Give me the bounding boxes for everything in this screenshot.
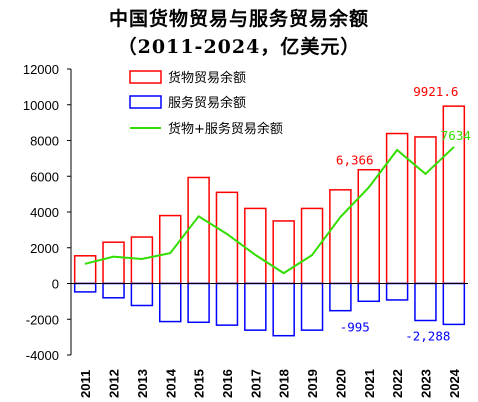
y-tick-label: 10000	[23, 98, 59, 113]
total-balance-point	[368, 186, 370, 189]
legend-label-goods: 货物贸易余额	[168, 70, 246, 86]
total-balance-point	[84, 263, 86, 265]
x-tick-label: 2023	[418, 369, 433, 398]
total-balance-point	[283, 272, 285, 274]
services-balance-bar	[215, 282, 239, 326]
y-tick-label: 8000	[30, 134, 59, 149]
services-balance-bar	[414, 282, 437, 322]
chart-subtitle: （2011-2024，亿美元）	[117, 36, 361, 58]
x-tick-label: 2020	[333, 369, 348, 398]
y-tick-label: -4000	[26, 348, 59, 363]
total-balance-line	[84, 146, 455, 275]
data-label: 6,366	[336, 153, 374, 168]
services-balance-bar	[244, 282, 267, 331]
data-label: 7634	[441, 128, 471, 143]
total-balance-point	[424, 173, 427, 175]
services-balance-bar	[187, 282, 210, 324]
legend-swatch-services	[129, 95, 162, 109]
x-tick-label: 2014	[163, 368, 178, 398]
services-balance-bar	[329, 282, 352, 312]
data-label: 9921.6	[413, 84, 458, 99]
y-tick-label: 6000	[30, 169, 59, 184]
x-tick-label: 2012	[107, 369, 122, 398]
x-tick-label: 2011	[78, 370, 93, 398]
services-balance-bar	[130, 282, 154, 307]
services-balance-bar	[357, 282, 380, 303]
goods-balance-bar	[130, 236, 154, 285]
services-balance-bar	[73, 282, 97, 293]
y-tick-label: -2000	[26, 312, 59, 327]
x-tick-label: 2017	[248, 369, 263, 398]
total-balance-point	[112, 256, 115, 258]
total-balance-point	[254, 254, 256, 256]
goods-balance-bar	[159, 214, 182, 285]
legend-label-total: 货物+服务贸易余额	[168, 121, 283, 137]
total-balance-point	[311, 254, 313, 256]
data-label: -2,288	[405, 328, 450, 343]
total-balance-point	[226, 233, 228, 235]
data-label: -995	[340, 319, 370, 334]
services-balance-bar	[102, 282, 125, 299]
goods-balance-bar	[187, 176, 210, 285]
chart-title: 中国货物贸易与服务贸易余额	[108, 8, 369, 30]
y-tick-label: 4000	[30, 205, 59, 220]
legend-swatch-goods	[129, 70, 162, 84]
services-balance-bar	[272, 282, 295, 337]
x-tick-label: 2021	[362, 369, 377, 398]
x-tick-label: 2018	[277, 369, 292, 398]
goods-balance-bar	[102, 241, 125, 285]
total-balance-point	[198, 215, 200, 217]
x-tick-label: 2019	[305, 369, 320, 398]
total-balance-point	[141, 258, 143, 260]
x-tick-label: 2013	[135, 369, 150, 398]
x-tick-label: 2022	[390, 369, 405, 398]
goods-balance-bar	[215, 191, 239, 285]
legend-label-services: 服务贸易余额	[168, 95, 246, 111]
goods-balance-bar	[244, 207, 267, 285]
total-balance-point	[396, 149, 398, 151]
y-tick-label: 0	[52, 277, 59, 292]
services-balance-bar	[442, 282, 466, 326]
total-balance-point	[169, 252, 171, 254]
services-balance-bar	[159, 282, 182, 323]
total-balance-point	[339, 216, 341, 218]
goods-balance-bar	[73, 255, 97, 285]
x-tick-label: 2024	[447, 368, 462, 398]
y-tick-label: 2000	[30, 241, 59, 256]
total-balance-point	[453, 146, 455, 148]
x-tick-label: 2015	[192, 369, 207, 398]
goods-balance-bar	[414, 136, 437, 285]
y-tick-label: 12000	[23, 62, 59, 77]
goods-balance-bar	[329, 189, 352, 285]
services-balance-bar	[300, 282, 324, 331]
services-balance-bar	[385, 282, 409, 301]
x-tick-label: 2016	[220, 369, 235, 398]
